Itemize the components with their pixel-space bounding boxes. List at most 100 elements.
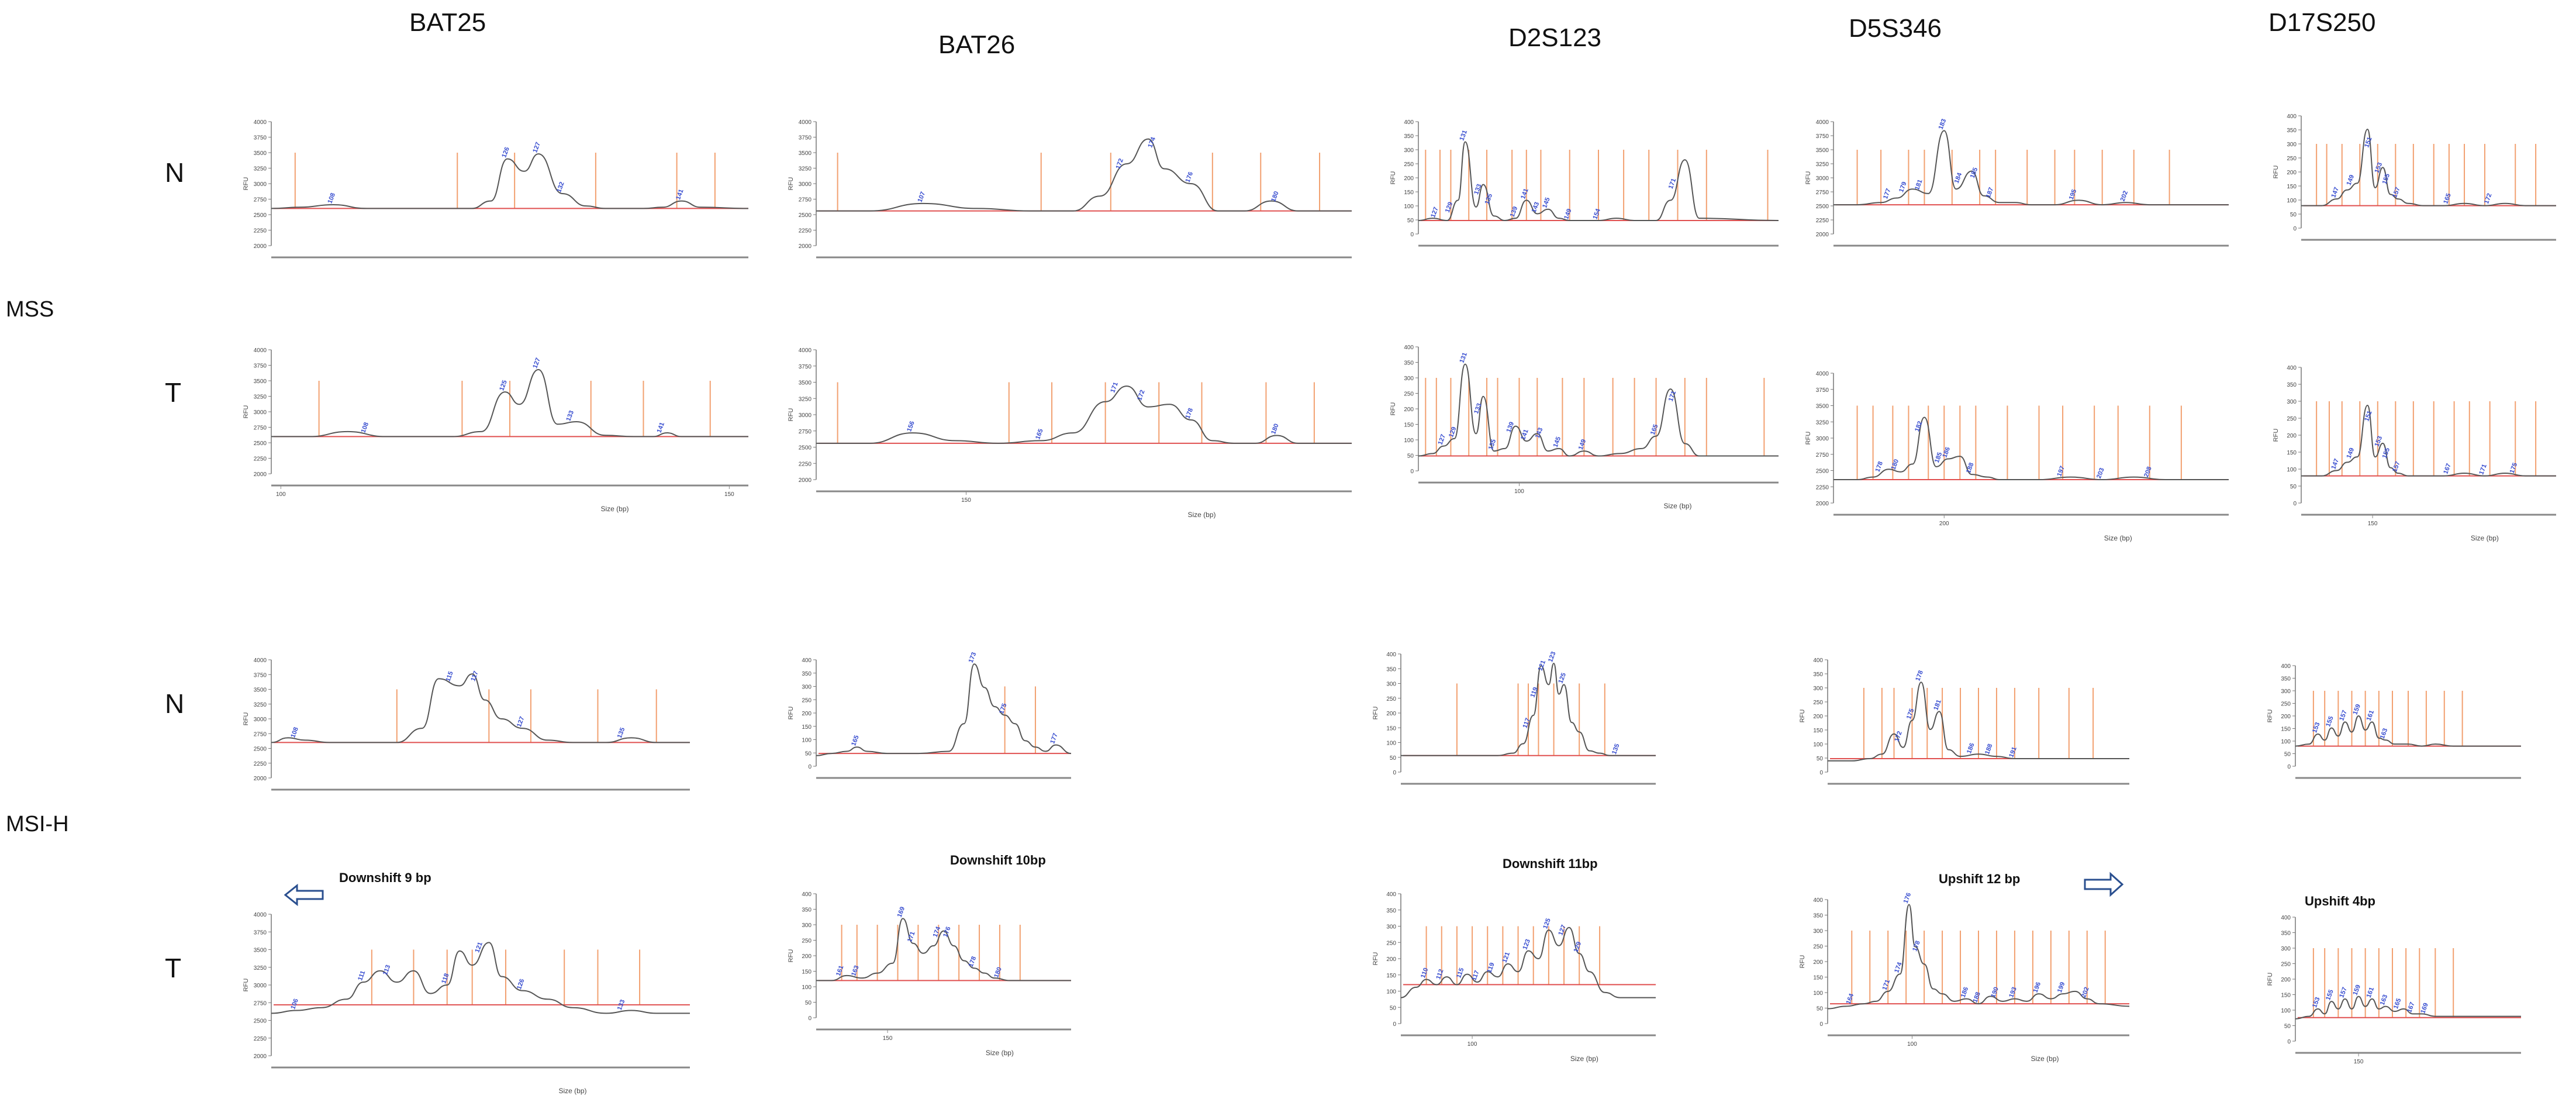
peak-label: 208 <box>2143 466 2153 478</box>
y-tick-label: 3250 <box>254 394 267 401</box>
y-tick-label: 4000 <box>1816 371 1829 377</box>
peak-label: 155 <box>2381 173 2392 185</box>
y-tick-label: 200 <box>2281 977 2291 983</box>
x-axis-label: Size (bp) <box>2104 534 2132 542</box>
y-tick-label: 200 <box>802 953 812 960</box>
peak-label: 141 <box>1520 428 1530 440</box>
y-tick-label: 350 <box>2287 128 2297 134</box>
peak-label: 127 <box>516 715 526 728</box>
peak-label: 143 <box>1534 427 1545 439</box>
y-tick-label: 0 <box>2293 226 2297 232</box>
peak-label: 141 <box>1520 188 1530 200</box>
peak-label: 121 <box>1501 951 1512 963</box>
peak-label: 178 <box>1874 460 1885 473</box>
peak-label: 178 <box>1185 407 1195 419</box>
y-tick-label: 2000 <box>799 243 812 250</box>
shift-label-d2s123: Downshift 11bp <box>1503 856 1598 871</box>
peak-label: 161 <box>2366 986 2376 998</box>
y-tick-label: 350 <box>1386 666 1396 673</box>
peak-label: 125 <box>498 379 509 391</box>
peak-label: 157 <box>2338 986 2349 998</box>
x-axis-label: Size (bp) <box>1188 511 1216 519</box>
y-tick-label: 2750 <box>254 197 267 204</box>
signal-trace <box>271 368 748 438</box>
peak-label: 188 <box>1971 991 1982 1003</box>
peak-label: 139 <box>1509 205 1520 218</box>
signal-trace <box>2301 129 2556 206</box>
y-tick-label: 150 <box>1813 728 1823 734</box>
peak-label: 196 <box>2032 981 2043 993</box>
y-tick-label: 4000 <box>254 657 267 664</box>
y-tick-label: 2250 <box>254 761 267 767</box>
y-tick-label: 300 <box>1813 686 1823 692</box>
peak-label: 131 <box>1458 129 1469 142</box>
y-tick-label: 2000 <box>254 471 267 478</box>
y-tick-label: 0 <box>1393 1021 1396 1028</box>
peak-label: 161 <box>2366 710 2376 722</box>
y-axis-label: RFU <box>1805 171 1812 185</box>
x-axis-label: Size (bp) <box>2031 1055 2059 1063</box>
y-tick-label: 400 <box>802 657 812 664</box>
y-tick-label: 3500 <box>799 380 812 387</box>
y-axis-label: RFU <box>1372 952 1379 966</box>
peak-label: 133 <box>565 409 575 422</box>
peak-label: 181 <box>1932 699 1943 711</box>
peak-label: 175 <box>2509 462 2519 474</box>
peak-label: 203 <box>2095 467 2106 479</box>
peak-label: 123 <box>1521 938 1532 950</box>
y-axis-label: RFU <box>788 177 795 191</box>
y-axis-label: RFU <box>788 408 795 422</box>
peak-label: 159 <box>2351 703 2362 715</box>
signal-trace <box>1401 663 1656 756</box>
peak-label: 167 <box>2442 463 2453 475</box>
y-tick-label: 100 <box>1404 438 1414 444</box>
y-tick-label: 150 <box>1813 975 1823 981</box>
y-tick-label: 3500 <box>254 378 267 385</box>
y-tick-label: 150 <box>2281 993 2291 999</box>
peak-label: 153 <box>2311 721 2322 733</box>
y-tick-label: 0 <box>1410 469 1414 475</box>
y-tick-label: 0 <box>1819 1021 1823 1028</box>
y-tick-label: 350 <box>1813 913 1823 919</box>
panel-bat26-mss-normal: 4000 3750 3500 3250 3000 2750 2500 2250 2000 RFU 1… <box>788 119 1352 259</box>
y-tick-label: 2750 <box>799 429 812 435</box>
peak-label: 145 <box>1552 436 1563 448</box>
y-tick-label: 250 <box>1386 940 1396 946</box>
y-tick-label: 150 <box>802 969 812 976</box>
peak-label: 187 <box>1985 187 1995 199</box>
peak-label: 174 <box>932 925 942 938</box>
y-tick-label: 50 <box>2284 752 2291 758</box>
y-tick-label: 4000 <box>254 347 267 354</box>
peak-label: 171 <box>1667 390 1678 402</box>
y-tick-label: 2250 <box>1816 484 1829 491</box>
peak-label: 127 <box>1437 433 1448 446</box>
y-tick-label: 50 <box>2284 1024 2291 1030</box>
y-tick-label: 100 <box>2287 467 2297 473</box>
peak-label: 202 <box>2119 190 2130 202</box>
y-tick-label: 200 <box>2281 714 2291 720</box>
y-tick-label: 400 <box>2281 915 2291 921</box>
peak-label: 161 <box>835 965 845 977</box>
y-tick-label: 4000 <box>1816 119 1829 126</box>
x-axis-label: Size (bp) <box>1664 502 1692 510</box>
y-tick-label: 300 <box>802 684 812 691</box>
y-axis-label: RFU <box>2267 973 2274 986</box>
peak-label: 193 <box>2008 986 2018 998</box>
signal-trace <box>816 918 1071 981</box>
peak-label: 119 <box>1529 686 1539 698</box>
y-tick-label: 2750 <box>254 731 267 738</box>
y-tick-label: 3500 <box>254 948 267 954</box>
peak-label: 165 <box>2442 192 2453 205</box>
panel-d2s123-msih-tumor: 400 350 300 250 200 150 100 50 0 RFU 110 112 115 117 1… <box>1372 891 1656 1063</box>
peak-label: 112 <box>1435 968 1445 980</box>
shift-label-bat26: Downshift 10bp <box>950 853 1046 867</box>
y-tick-label: 300 <box>2281 946 2291 952</box>
y-tick-label: 200 <box>2287 433 2297 439</box>
y-tick-label: 3500 <box>799 150 812 157</box>
y-tick-label: 150 <box>2281 726 2291 733</box>
y-tick-label: 2500 <box>254 746 267 753</box>
y-tick-label: 100 <box>2281 739 2291 745</box>
y-tick-label: 2000 <box>1816 501 1829 507</box>
peak-label: 176 <box>1902 892 1913 904</box>
panel-d5s346-msih-tumor: 400350300250200150100500RFU1641711741761… <box>1799 892 2130 1063</box>
